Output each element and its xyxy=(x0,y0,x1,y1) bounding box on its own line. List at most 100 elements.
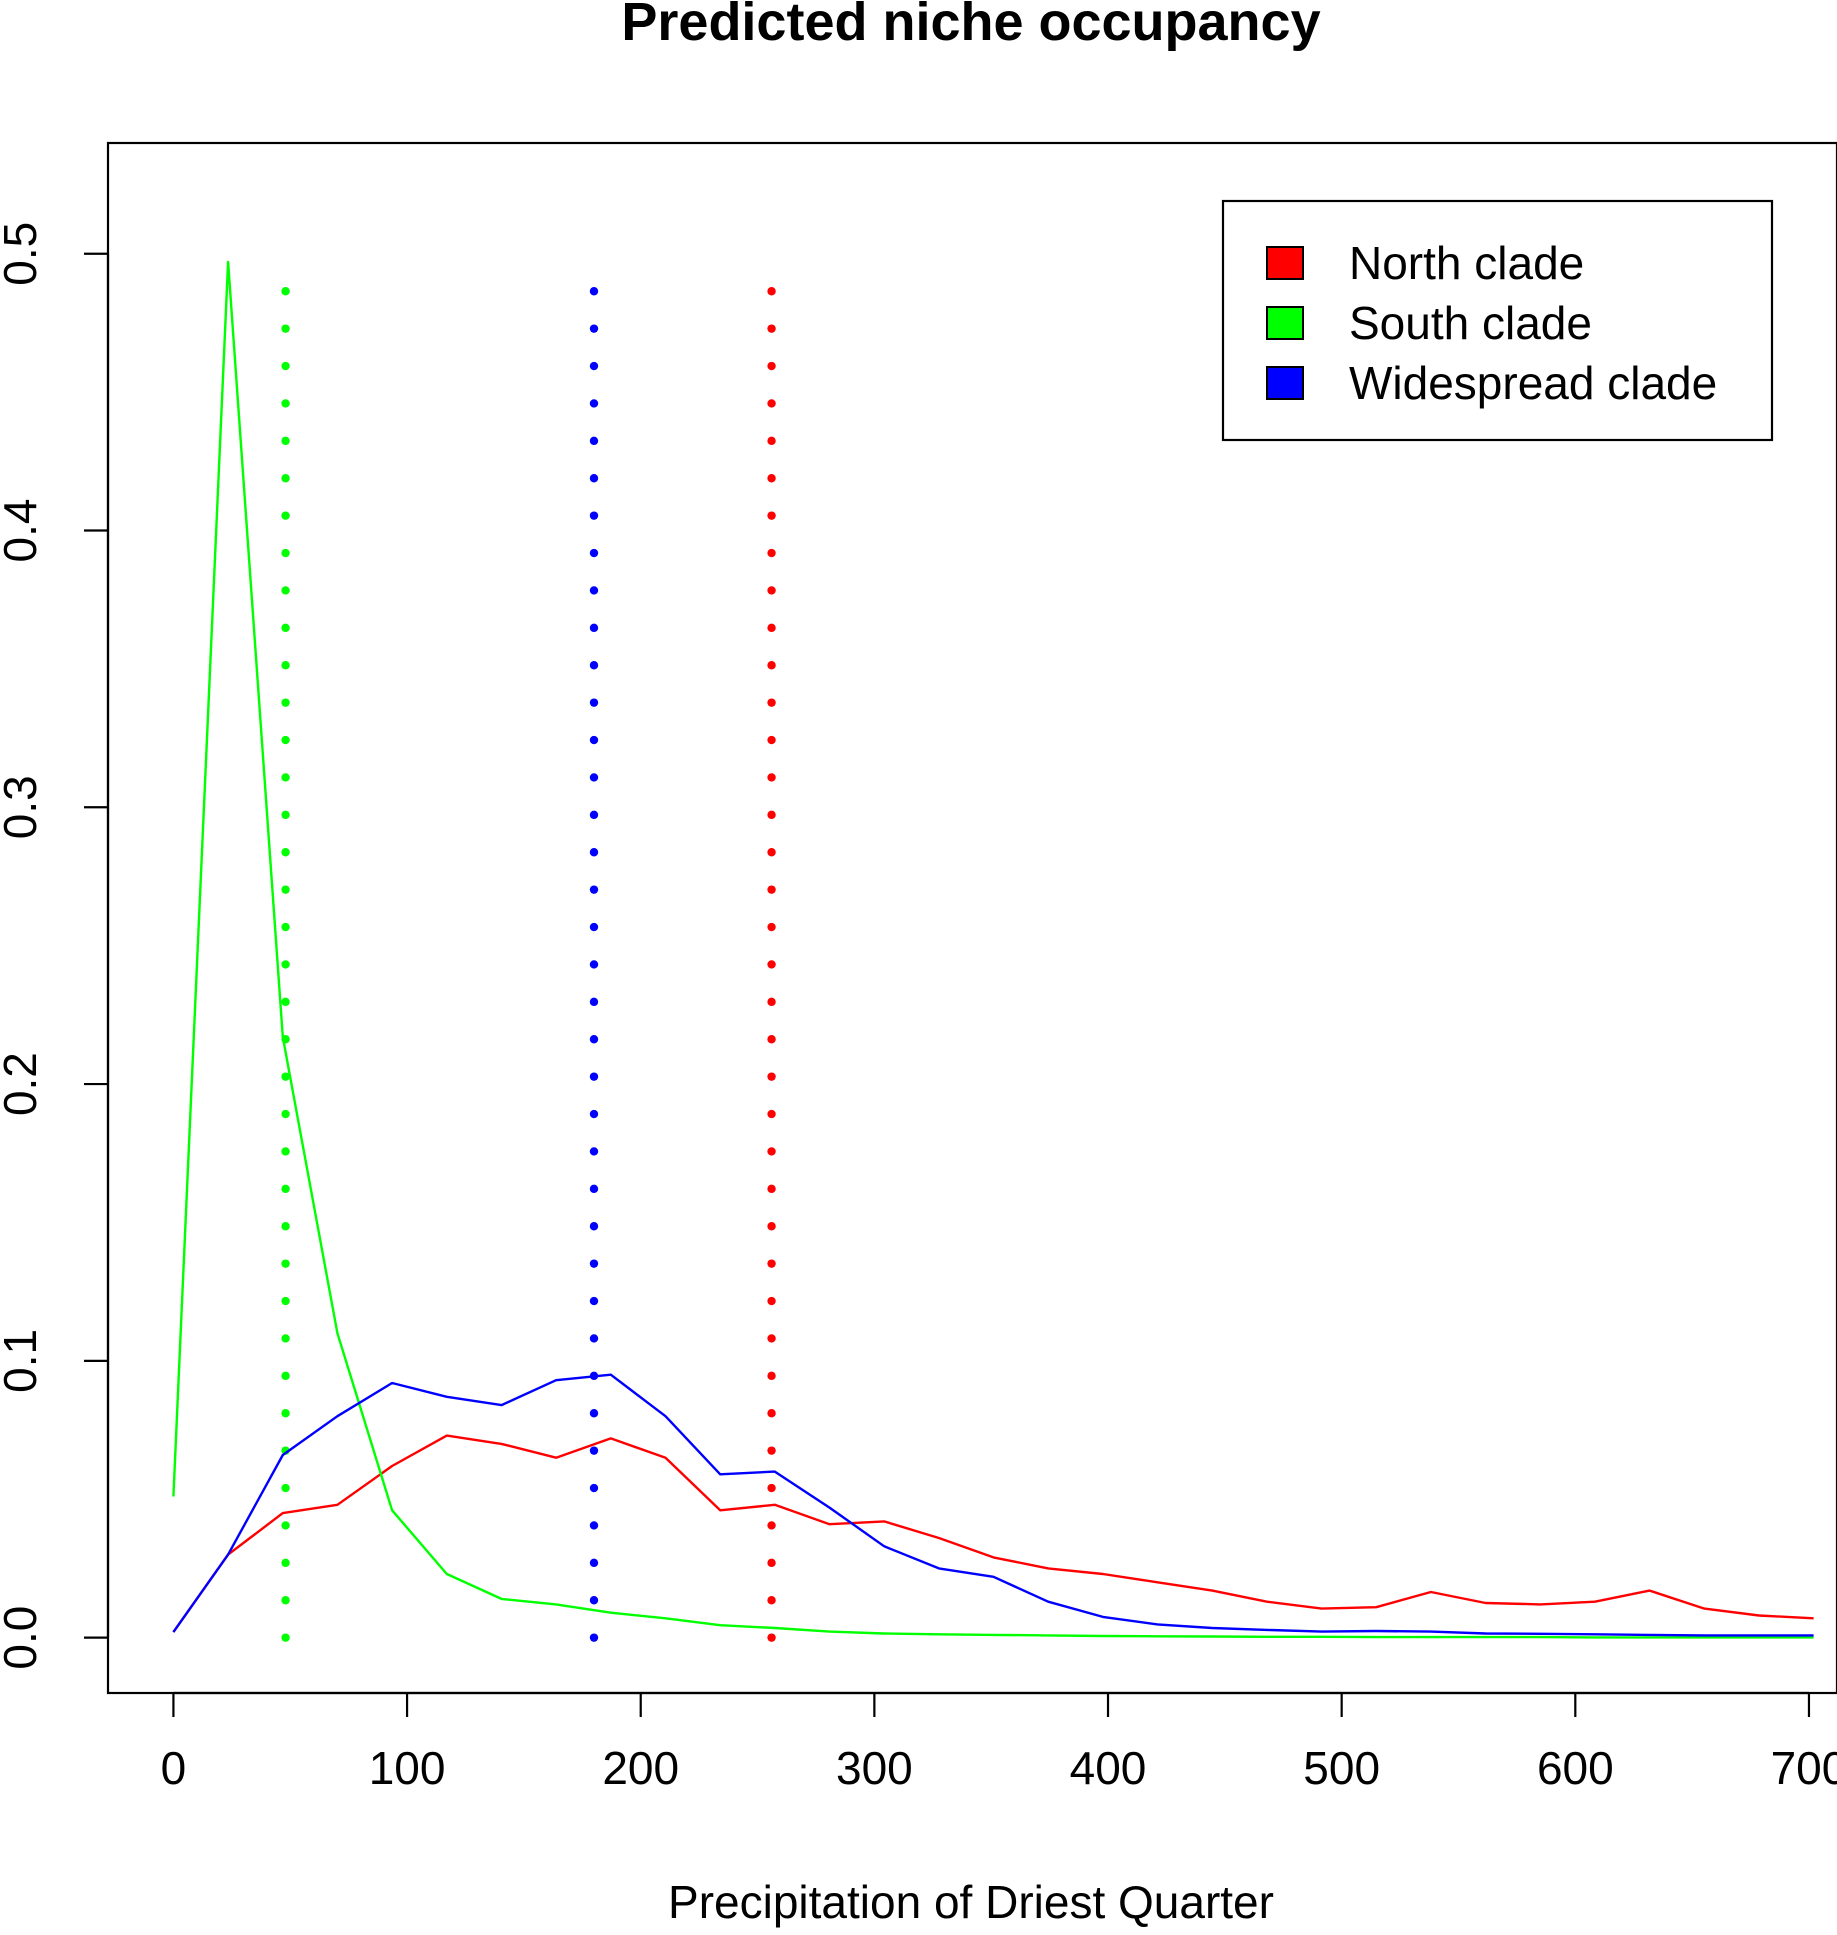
reference-dot xyxy=(589,885,599,894)
reference-dot xyxy=(281,1521,290,1530)
reference-dot xyxy=(767,1035,776,1044)
reference-dot xyxy=(281,735,290,745)
reference-dot xyxy=(589,922,599,932)
reference-dot xyxy=(281,1072,290,1081)
reference-dot xyxy=(281,1147,290,1156)
reference-dot xyxy=(281,1222,290,1231)
reference-dot xyxy=(589,810,599,820)
reference-dot xyxy=(767,399,776,408)
reference-dot xyxy=(767,922,776,932)
reference-dot xyxy=(589,324,599,333)
reference-dot xyxy=(767,661,776,670)
reference-dot xyxy=(281,586,290,595)
reference-dot xyxy=(589,511,599,520)
reference-dot xyxy=(589,1334,599,1343)
reference-dot xyxy=(767,1147,776,1156)
reference-dot xyxy=(767,698,776,707)
reference-dot xyxy=(281,1109,290,1119)
reference-dot xyxy=(767,287,776,296)
legend-label: Widespread clade xyxy=(1349,357,1717,409)
reference-dot xyxy=(589,1259,599,1268)
x-tick-label: 300 xyxy=(836,1742,913,1794)
reference-dot xyxy=(281,511,290,520)
series-lines xyxy=(172,260,1814,1639)
reference-dot xyxy=(589,361,599,371)
reference-dot xyxy=(281,922,290,932)
reference-dot xyxy=(767,474,776,483)
series-line-widespread-clade xyxy=(172,1373,1814,1637)
reference-dot xyxy=(589,960,599,969)
reference-dot xyxy=(589,735,599,745)
reference-dot xyxy=(281,997,290,1007)
reference-dot xyxy=(767,1521,776,1530)
y-tick-label: 0.3 xyxy=(0,775,46,839)
reference-dot xyxy=(767,361,776,371)
reference-dot xyxy=(767,1109,776,1119)
reference-dot xyxy=(767,885,776,894)
reference-dot xyxy=(589,1521,599,1530)
x-tick-label: 200 xyxy=(602,1742,679,1794)
reference-dot xyxy=(281,1296,290,1306)
chart-title: Predicted niche occupancy xyxy=(621,0,1320,52)
reference-dot xyxy=(767,1296,776,1306)
reference-dot xyxy=(767,1446,776,1455)
reference-dot xyxy=(767,324,776,333)
reference-dot xyxy=(767,773,776,782)
legend-swatch xyxy=(1266,366,1304,400)
reference-dot xyxy=(589,1483,599,1493)
reference-dot xyxy=(281,287,290,296)
reference-dot xyxy=(281,623,290,633)
legend: North clade South clade Widespread clade xyxy=(1221,199,1774,442)
reference-dot xyxy=(589,287,599,296)
reference-dot xyxy=(767,997,776,1007)
reference-dot xyxy=(589,661,599,670)
y-tick-label: 0.2 xyxy=(0,1052,46,1116)
reference-dot xyxy=(281,1483,290,1493)
reference-dot xyxy=(281,1633,290,1642)
reference-dot xyxy=(589,1072,599,1081)
reference-dot xyxy=(589,1184,599,1194)
reference-dot xyxy=(281,885,290,894)
reference-dot xyxy=(767,1371,776,1381)
reference-dot xyxy=(767,1072,776,1081)
reference-dot xyxy=(589,1222,599,1231)
reference-dot xyxy=(281,1184,290,1194)
reference-dot xyxy=(589,773,599,782)
reference-dot xyxy=(589,586,599,595)
reference-dot xyxy=(767,1259,776,1268)
reference-dot xyxy=(281,324,290,333)
reference-dot xyxy=(767,1558,776,1568)
legend-label: North clade xyxy=(1349,237,1584,289)
reference-dot xyxy=(589,1147,599,1156)
reference-dot xyxy=(767,1596,776,1605)
reference-dot xyxy=(281,361,290,371)
reference-dot xyxy=(281,474,290,483)
y-tick-label: 0.5 xyxy=(0,222,46,286)
x-axis: 0 100 200 300 400 500 600 700 xyxy=(161,1691,1837,1794)
reference-line-north-clade xyxy=(767,287,776,1642)
reference-dot xyxy=(281,548,290,558)
reference-line-south-clade xyxy=(281,287,290,1642)
reference-dot xyxy=(589,997,599,1007)
reference-dot xyxy=(589,1109,599,1119)
reference-dot xyxy=(281,773,290,782)
y-tick-label: 0.4 xyxy=(0,499,46,563)
reference-dot xyxy=(589,399,599,408)
reference-dot xyxy=(767,1409,776,1418)
y-tick-label: 0.0 xyxy=(0,1606,46,1670)
legend-swatch xyxy=(1266,246,1304,280)
x-tick-label: 100 xyxy=(369,1742,446,1794)
reference-dot xyxy=(767,1222,776,1231)
legend-label: South clade xyxy=(1349,297,1592,349)
x-axis-label: Precipitation of Driest Quarter xyxy=(668,1876,1274,1928)
x-tick-label: 400 xyxy=(1070,1742,1147,1794)
x-tick-label: 700 xyxy=(1771,1742,1837,1794)
reference-dot xyxy=(767,1184,776,1194)
reference-dot xyxy=(281,1334,290,1343)
reference-dot xyxy=(589,436,599,446)
reference-dot xyxy=(281,810,290,820)
reference-dot xyxy=(767,586,776,595)
reference-dot xyxy=(767,960,776,969)
